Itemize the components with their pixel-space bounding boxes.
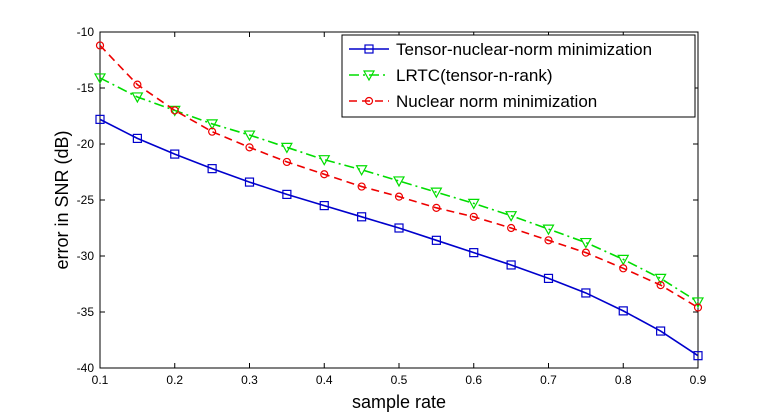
data-point <box>93 73 107 85</box>
data-point <box>355 165 368 176</box>
series-layer <box>93 41 705 361</box>
data-point <box>617 254 630 266</box>
series-0 <box>95 114 703 361</box>
data-point <box>318 155 331 166</box>
y-tick-label: -30 <box>77 249 95 263</box>
data-point <box>581 248 590 257</box>
data-point <box>505 211 518 222</box>
data-point <box>543 273 554 283</box>
series-1 <box>93 73 705 309</box>
legend-label: Tensor-nuclear-norm minimization <box>396 40 652 59</box>
data-point <box>579 237 592 249</box>
data-point <box>319 201 329 211</box>
legend-marker <box>364 96 374 106</box>
data-point <box>132 133 142 143</box>
x-tick-label: 0.7 <box>540 373 557 387</box>
x-tick-label: 0.3 <box>241 373 258 387</box>
x-tick-label: 0.2 <box>166 373 183 387</box>
y-tick-label: -35 <box>77 305 95 319</box>
data-point <box>469 248 479 258</box>
data-point <box>691 297 705 309</box>
data-point <box>693 351 703 361</box>
legend-label: LRTC(tensor-n-rank) <box>396 66 553 85</box>
data-point <box>282 157 291 167</box>
data-point <box>654 273 667 285</box>
legend-marker <box>364 44 374 54</box>
data-point <box>506 260 516 270</box>
data-point <box>280 142 293 154</box>
data-point <box>542 224 555 236</box>
data-point <box>394 192 404 201</box>
data-point <box>618 306 628 316</box>
data-point <box>432 203 441 212</box>
data-point <box>207 164 217 174</box>
y-axis-label: error in SNR (dB) <box>52 130 72 269</box>
x-tick-label: 0.4 <box>316 373 333 387</box>
data-point <box>507 223 516 233</box>
data-point <box>467 198 480 210</box>
data-point <box>95 114 105 124</box>
data-point <box>392 176 406 188</box>
data-point <box>206 119 219 131</box>
data-point <box>243 130 256 142</box>
series-2 <box>95 41 703 312</box>
data-point <box>170 106 179 115</box>
series-line <box>99 77 699 303</box>
y-tick-label: -20 <box>77 137 95 151</box>
data-point <box>357 182 366 191</box>
data-point <box>693 303 703 312</box>
series-line <box>99 44 699 309</box>
data-point <box>133 80 142 89</box>
axis-ticks: 0.1 0.2 0.3 0.4 0.5 0.6 0.7 0.8 0.9 -10 -15 -20 -25 -… <box>77 25 707 387</box>
data-point <box>245 143 254 152</box>
x-tick-label: 0.1 <box>92 373 109 387</box>
y-tick-label: -40 <box>77 361 95 375</box>
x-tick-label: 0.8 <box>615 373 632 387</box>
data-point <box>619 264 628 273</box>
legend-marker <box>362 70 376 82</box>
y-tick-label: -10 <box>77 25 95 39</box>
data-point <box>95 41 105 50</box>
data-point <box>394 223 404 233</box>
data-point <box>320 170 329 179</box>
data-point <box>282 189 292 199</box>
data-point <box>656 281 665 290</box>
legend: Tensor-nuclear-norm minimization LRTC(ten… <box>341 34 696 118</box>
data-point <box>131 92 144 104</box>
x-tick-label: 0.9 <box>690 373 707 387</box>
data-point <box>170 149 180 159</box>
y-tick-label: -15 <box>77 81 95 95</box>
data-point <box>544 236 553 245</box>
series-line <box>99 118 699 357</box>
legend-label: Nuclear norm minimization <box>396 92 597 111</box>
legend-box <box>341 34 696 118</box>
data-point <box>430 187 443 199</box>
x-tick-label: 0.5 <box>391 373 408 387</box>
data-point <box>656 326 666 336</box>
data-point <box>244 177 255 187</box>
data-point <box>469 212 478 221</box>
x-tick-label: 0.6 <box>465 373 482 387</box>
data-point <box>581 288 591 298</box>
x-axis-label: sample rate <box>352 392 446 412</box>
data-point <box>431 235 441 245</box>
y-tick-label: -25 <box>77 193 95 207</box>
data-point <box>357 212 367 222</box>
data-point <box>208 127 217 136</box>
